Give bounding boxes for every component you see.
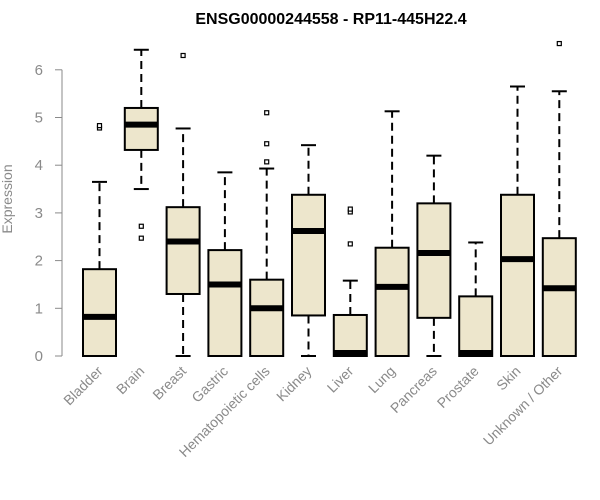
- box-group: [249, 110, 285, 357]
- outlier-point: [556, 40, 562, 47]
- y-tick-label: 1: [35, 300, 43, 317]
- iqr-box: [165, 206, 201, 295]
- category-label: Lung: [365, 363, 398, 396]
- outlier-point: [138, 223, 144, 229]
- iqr-box: [82, 268, 117, 358]
- y-tick-label: 0: [35, 348, 43, 365]
- outlier-point: [264, 110, 270, 116]
- box-group: [165, 52, 201, 357]
- iqr-box: [123, 106, 159, 151]
- outlier-point: [138, 235, 144, 241]
- category-label: Kidney: [273, 363, 315, 405]
- category-label: Liver: [324, 363, 357, 396]
- outlier-point: [96, 123, 103, 129]
- box-group: [458, 241, 494, 357]
- box-group: [291, 144, 326, 357]
- box-group: [374, 110, 410, 357]
- y-tick-label: 2: [35, 253, 43, 270]
- y-axis-label: Expression: [0, 164, 15, 233]
- box-group: [500, 85, 535, 357]
- iqr-box: [332, 313, 368, 357]
- category-label: Breast: [149, 363, 189, 403]
- iqr-box: [541, 237, 577, 357]
- y-axis: 0 1 2 3 4 5 6: [35, 62, 63, 365]
- iqr-box: [458, 295, 494, 357]
- boxes-layer: [82, 40, 577, 358]
- box-group: [207, 171, 243, 357]
- box-group: [82, 123, 117, 358]
- y-tick-label: 3: [35, 205, 43, 222]
- category-label: Unknown / Other: [480, 363, 566, 449]
- category-label: Bladder: [60, 363, 106, 409]
- outlier-point: [180, 52, 186, 59]
- box-group: [416, 154, 452, 357]
- category-label: Brain: [113, 363, 147, 397]
- box-group: [332, 206, 368, 357]
- category-label: Prostate: [434, 363, 482, 411]
- y-tick-label: 6: [35, 62, 43, 79]
- iqr-box: [207, 249, 243, 357]
- box-group: [123, 48, 159, 241]
- box-group: [541, 40, 577, 357]
- iqr-box: [374, 246, 410, 357]
- iqr-box: [416, 202, 452, 319]
- outlier-point: [347, 241, 353, 247]
- iqr-box: [291, 193, 326, 317]
- outlier-point: [347, 206, 353, 212]
- chart-title: ENSG00000244558 - RP11-445H22.4: [195, 11, 466, 28]
- iqr-box: [249, 278, 285, 357]
- y-tick-label: 4: [35, 157, 43, 174]
- iqr-box: [500, 193, 535, 357]
- outlier-point: [264, 159, 270, 165]
- outlier-point: [264, 141, 270, 147]
- y-tick-label: 5: [35, 110, 43, 127]
- category-label: Skin: [493, 363, 524, 394]
